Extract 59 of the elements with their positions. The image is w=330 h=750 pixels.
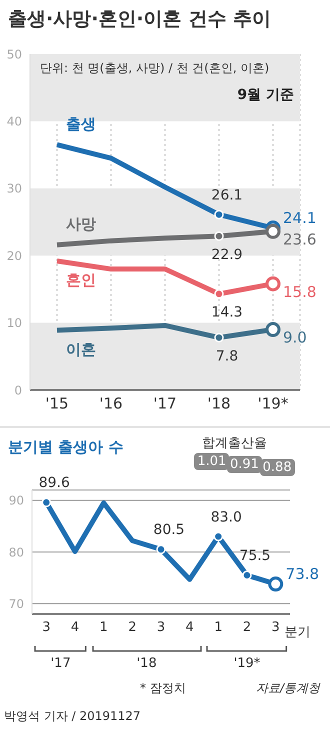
point <box>42 498 52 508</box>
text: 0.88 <box>260 459 295 476</box>
y-tick-label: 50 <box>6 47 22 62</box>
y-tick-label: 0 <box>14 383 22 398</box>
data-label: 7.8 <box>216 348 238 364</box>
data-label: 23.6 <box>283 230 316 249</box>
data-label: 75.5 <box>239 548 271 564</box>
data-label: 83.0 <box>210 509 242 526</box>
x-tick-label: 1 <box>214 620 222 636</box>
x-tick-label: 4 <box>70 620 80 636</box>
series-label: 출생 <box>66 114 96 133</box>
point <box>156 544 166 554</box>
series-label: 사망 <box>66 214 96 233</box>
point <box>214 532 224 542</box>
y-tick-label: 90 <box>8 494 24 508</box>
y-tick-label: 20 <box>6 248 22 263</box>
data-label: 22.9 <box>211 246 243 263</box>
text: '19* <box>234 656 260 671</box>
text: * 잠정치 <box>140 680 186 697</box>
x-tick-label: '16 <box>99 394 123 413</box>
text: '17 <box>50 656 71 671</box>
series-label: 혼인 <box>66 271 96 290</box>
x-tick-label: 2 <box>242 620 252 636</box>
chart-title: 분기별 출생아 수 <box>8 438 124 457</box>
x-tick-label: 1 <box>100 620 108 636</box>
point <box>242 570 252 580</box>
x-axis-title: 분기 <box>284 624 311 641</box>
x-tick-label: 3 <box>42 620 50 636</box>
y-tick-label: 10 <box>6 316 22 330</box>
text: 1.01 <box>194 453 230 470</box>
y-tick-label: 70 <box>8 596 24 611</box>
text: 0.91 <box>227 456 262 473</box>
x-tick-label: 2 <box>128 620 136 636</box>
data-label: 9.0 <box>283 328 307 347</box>
x-tick-label: 4 <box>186 620 194 636</box>
series-label: 이혼 <box>66 340 96 358</box>
y-tick-label: 80 <box>8 545 24 560</box>
y-tick-label: 30 <box>6 182 22 196</box>
text: 자료/통계청 <box>256 680 320 697</box>
x-tick-label: '15 <box>45 394 69 413</box>
annotation: 9월 기준 <box>237 86 294 104</box>
data-label: 24.1 <box>283 209 316 228</box>
data-label: 26.1 <box>211 187 243 204</box>
x-tick-label: '17 <box>153 394 177 413</box>
text: 단위: 천 명(출생, 사망) / 천 건(혼인, 이혼) <box>40 60 270 77</box>
text: 박영석 기자 / 20191127 <box>4 708 141 725</box>
text: 합계출산율 <box>202 435 267 452</box>
x-tick-label: 3 <box>272 620 280 636</box>
data-label: 15.8 <box>283 282 316 301</box>
data-label: 89.6 <box>38 475 70 492</box>
x-tick-label: '19* <box>258 394 289 413</box>
data-label: 73.8 <box>286 565 320 584</box>
data-label: 14.3 <box>211 304 243 321</box>
chart-title: 출생·사망·혼인·이혼 건수 추이 <box>8 7 271 32</box>
x-tick-label: 3 <box>156 620 166 636</box>
data-label: 80.5 <box>153 522 185 538</box>
text: '18 <box>136 656 157 671</box>
y-tick-label: 40 <box>6 114 22 128</box>
x-tick-label: '18 <box>207 394 231 413</box>
